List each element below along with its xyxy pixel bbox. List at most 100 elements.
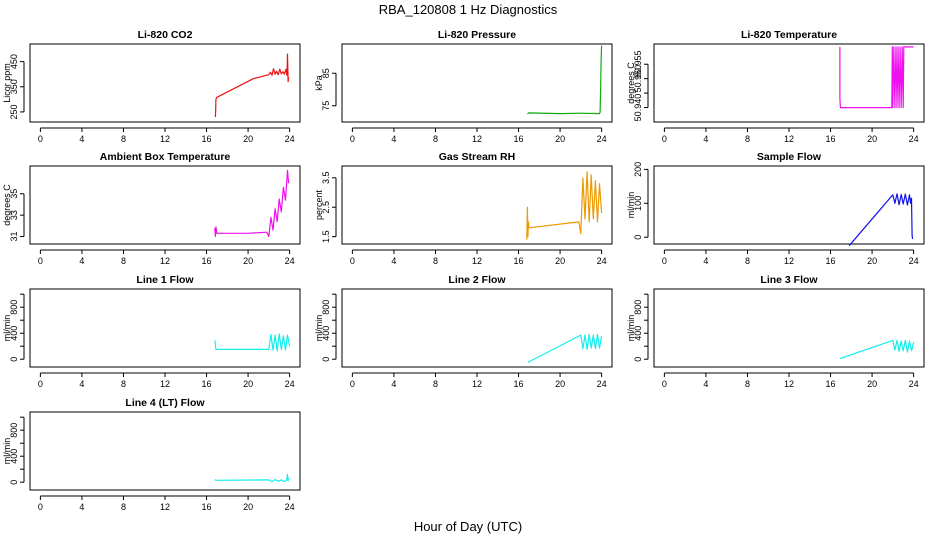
y-axis-label: ml/min: [626, 192, 636, 219]
y-axis-label: degrees C: [2, 184, 12, 226]
x-tick-label: 0: [350, 134, 355, 144]
panel-title: Line 1 Flow: [136, 274, 194, 286]
x-tick-label: 12: [784, 256, 794, 266]
x-tick-label: 12: [784, 134, 794, 144]
chart-panel: Ambient Box Temperature 0 4 8 12 16 20 24 31 33 35…: [2, 151, 301, 266]
y-axis-label: kPa: [314, 75, 324, 91]
series-line: [839, 46, 914, 109]
x-tick-label: 4: [79, 256, 84, 266]
panel-title: Li-820 CO2: [138, 29, 193, 41]
plot-frame: [653, 288, 925, 368]
y-tick-label: 85: [321, 68, 331, 78]
x-tick-label: 24: [285, 134, 295, 144]
y-tick-label: 50.940: [633, 94, 643, 122]
plot-frame: [29, 288, 301, 368]
x-tick-label: 8: [121, 134, 126, 144]
x-tick-label: 16: [514, 134, 524, 144]
x-tick-label: 12: [160, 502, 170, 512]
series-line: [526, 171, 603, 240]
y-tick-label: 800: [9, 423, 19, 438]
x-tick-label: 24: [285, 502, 295, 512]
panel-title: Ambient Box Temperature: [100, 151, 231, 163]
x-tick-label: 0: [662, 379, 667, 389]
series-line: [214, 53, 290, 118]
panel-title: Line 3 Flow: [760, 274, 818, 286]
y-tick-label: 250: [9, 104, 19, 119]
x-tick-label: 16: [826, 256, 836, 266]
series-line: [839, 339, 915, 360]
y-tick-label: 1.5: [321, 230, 331, 243]
x-tick-label: 0: [662, 134, 667, 144]
x-tick-label: 8: [745, 379, 750, 389]
series-line: [214, 169, 290, 238]
x-tick-label: 12: [160, 134, 170, 144]
panel-title: Li-820 Pressure: [438, 29, 516, 41]
y-tick-label: 400: [321, 326, 331, 341]
x-tick-label: 12: [472, 379, 482, 389]
y-axis-label: ml/min: [2, 315, 12, 342]
x-tick-label: 16: [202, 134, 212, 144]
y-tick-label: 2.5: [321, 201, 331, 214]
x-tick-label: 16: [202, 379, 212, 389]
plot-frame: [341, 288, 613, 368]
y-axis-label: ml/min: [626, 315, 636, 342]
x-tick-label: 20: [555, 379, 565, 389]
x-tick-label: 0: [38, 256, 43, 266]
y-axis-label: ml/min: [2, 438, 12, 465]
series-line: [214, 333, 291, 352]
y-tick-label: 200: [633, 162, 643, 177]
y-tick-label: 0: [9, 357, 19, 362]
x-tick-label: 20: [243, 256, 253, 266]
y-tick-label: 400: [633, 326, 643, 341]
y-tick-label: 75: [321, 101, 331, 111]
x-tick-label: 4: [703, 256, 708, 266]
x-tick-label: 0: [38, 134, 43, 144]
x-tick-label: 4: [391, 134, 396, 144]
x-tick-label: 24: [909, 134, 919, 144]
y-tick-label: 35: [9, 189, 19, 199]
y-tick-label: 0: [321, 357, 331, 362]
plot-frame: [653, 165, 925, 245]
x-tick-label: 24: [597, 256, 607, 266]
plot-frame: [29, 165, 301, 245]
x-tick-label: 24: [285, 256, 295, 266]
y-axis-label: Licor ppm: [2, 63, 12, 103]
y-tick-label: 0: [633, 235, 643, 240]
x-tick-label: 8: [121, 256, 126, 266]
x-tick-label: 20: [867, 379, 877, 389]
panel-title: Sample Flow: [757, 151, 822, 163]
figure-title: RBA_120808 1 Hz Diagnostics: [379, 2, 558, 17]
x-tick-label: 8: [745, 256, 750, 266]
y-tick-label: 0: [633, 357, 643, 362]
y-tick-label: 350: [9, 79, 19, 94]
plot-frame: [653, 43, 925, 123]
panel-title: Gas Stream RH: [439, 151, 515, 163]
plot-frame: [29, 411, 301, 491]
x-tick-label: 4: [703, 134, 708, 144]
y-tick-label: 100: [633, 196, 643, 211]
x-tick-label: 24: [285, 379, 295, 389]
x-tick-label: 8: [745, 134, 750, 144]
x-tick-label: 20: [243, 502, 253, 512]
chart-panel: Gas Stream RH 0 4 8 12 16 20 24 1.5 2.5 3.5 percent: [314, 151, 613, 266]
x-tick-label: 8: [121, 502, 126, 512]
x-tick-label: 16: [202, 502, 212, 512]
x-tick-label: 24: [909, 256, 919, 266]
series-line: [527, 45, 603, 115]
x-tick-label: 20: [243, 134, 253, 144]
series-line: [848, 193, 914, 247]
x-tick-label: 24: [597, 134, 607, 144]
y-tick-label: 800: [633, 300, 643, 315]
y-axis-label: degrees C: [626, 62, 636, 104]
x-tick-label: 8: [433, 379, 438, 389]
y-tick-label: 400: [9, 449, 19, 464]
x-tick-label: 16: [202, 256, 212, 266]
